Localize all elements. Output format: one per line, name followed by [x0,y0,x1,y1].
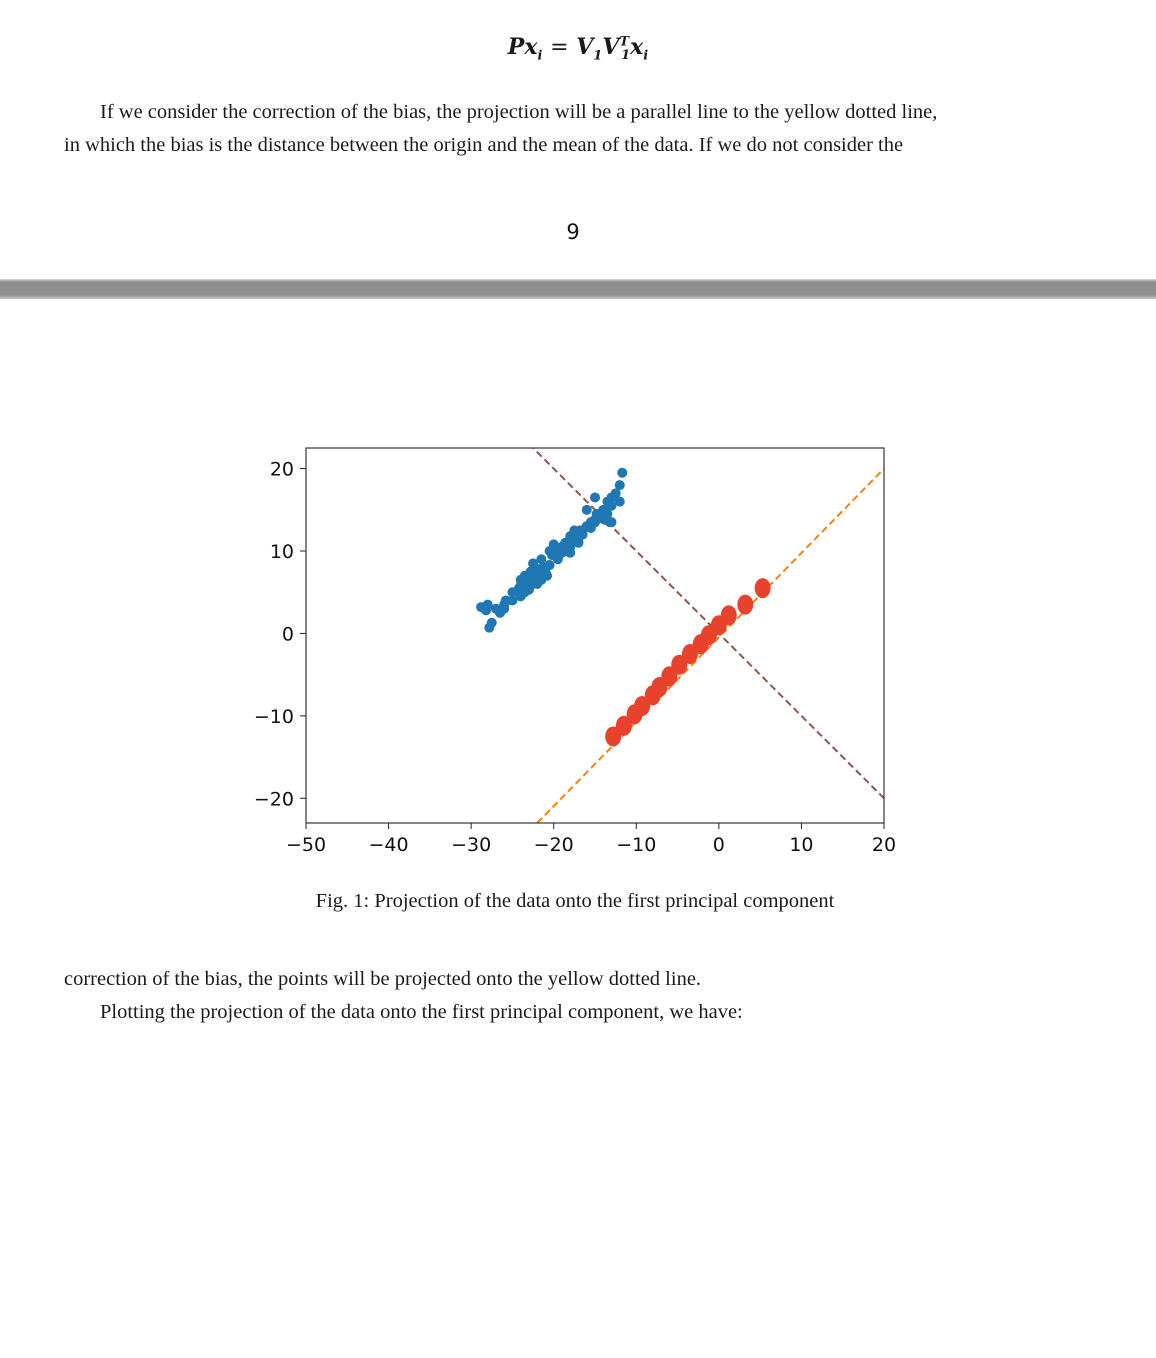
y-tick-label: −20 [254,788,294,810]
equation-index: i [537,48,543,64]
equation-index-rhs: i [643,48,649,64]
plot-frame [305,447,885,824]
x-tick-label: −10 [616,834,656,856]
projected-point [634,695,651,716]
x-tick-label: −30 [451,834,491,856]
equation-V1-subscript: 1 [593,48,603,64]
data-point [606,500,617,511]
page-separator [0,279,1156,299]
x-tick-label: 0 [713,834,725,856]
equation-x-rhs: x [630,34,644,60]
projected-point [720,605,737,626]
data-point [532,564,543,575]
y-tick-label: 20 [270,459,294,481]
equation-P: P [507,34,525,60]
data-point [617,467,628,478]
x-tick-label: −50 [286,834,326,856]
projected-point [605,726,622,747]
projected-point [754,578,771,599]
data-point [581,521,592,532]
data-point [565,547,576,558]
paragraph-line: in which the bias is the distance betwee… [64,134,904,156]
paragraph-line: Plotting the projection of the data onto… [100,1001,743,1023]
y-tick-label: 0 [282,623,294,645]
data-point [594,513,605,524]
y-tick-label: −10 [254,706,294,728]
data-point [490,603,501,614]
data-point [482,599,493,610]
data-point [499,599,510,610]
orthogonal-line [531,448,884,799]
projected-point [737,594,754,615]
data-point [540,562,551,573]
data-point [515,580,526,591]
equation-x: x [524,34,538,60]
paragraph-projection: correction of the bias, the points will … [64,963,1088,1029]
equation-V1: V [576,34,594,60]
projection-chart: −50 −40 −30 −20 −10 0 10 20 20 10 0 −10 −20 [254,447,896,856]
equation-V1-transpose: V [602,34,620,60]
y-tick-label: 10 [270,541,294,563]
equation: Pxi = V1VT1xi [0,34,1156,63]
x-tick-label: −20 [534,834,574,856]
x-tick-label: 20 [872,834,896,856]
data-point [560,537,571,548]
data-point [606,517,617,528]
data-point [536,554,547,565]
data-point [614,496,625,507]
data-point [542,570,553,581]
projected-point [615,715,632,736]
x-tick-label: −40 [369,834,409,856]
x-tick-label: 10 [789,834,813,856]
paragraph-line: If we consider the correction of the bia… [100,101,938,123]
data-point [610,488,621,499]
paragraph-bias: If we consider the correction of the bia… [64,96,1088,162]
equation-equals: = [550,35,569,60]
data-point [484,622,495,633]
equation-transpose-superscript: T [619,34,630,50]
equation-V1T-subscript: 1 [621,48,631,64]
paragraph-line: correction of the bias, the points will … [64,968,702,990]
principal-component-line [536,467,884,823]
figure-caption: Fig. 1: Projection of the data onto the … [315,890,835,912]
projected-point [671,654,688,675]
data-point [548,539,559,550]
page-number: 9 [566,220,580,244]
data-point [581,504,592,515]
data-point [515,591,526,602]
data-point [573,533,584,544]
data-point [614,480,625,491]
data-point [507,595,518,606]
data-point [590,492,600,503]
